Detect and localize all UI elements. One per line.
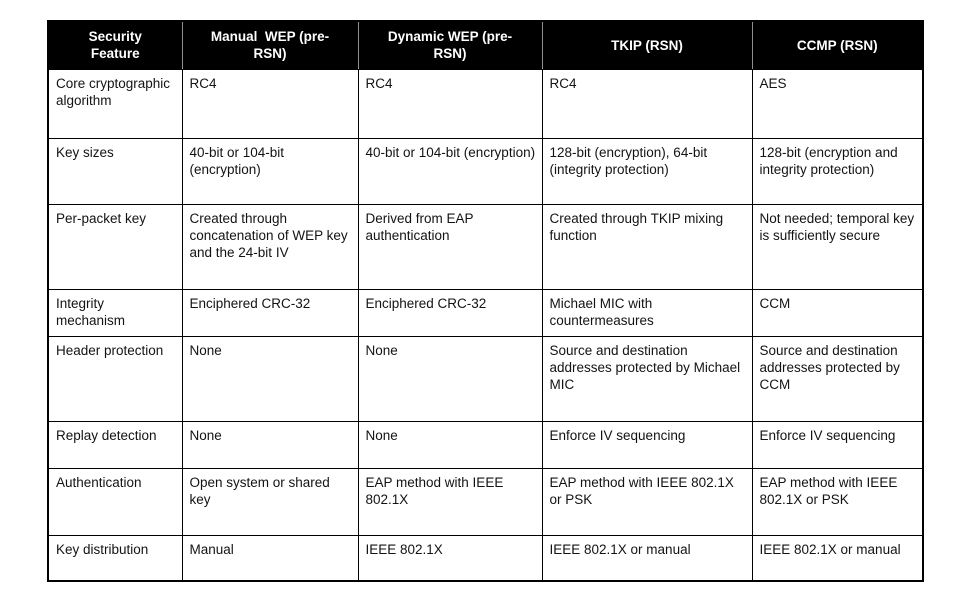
feature-cell: Per-packet key <box>47 203 183 290</box>
column-header-manual-wep: Manual WEP (pre-RSN) <box>181 20 359 70</box>
value-cell: RC4 <box>181 68 359 139</box>
table-row: Core cryptographic algorithm RC4 RC4 RC4… <box>47 68 924 139</box>
value-cell: Michael MIC with countermeasures <box>541 288 753 337</box>
value-cell: Created through concatenation of WEP key… <box>181 203 359 290</box>
value-cell: 40-bit or 104-bit (encryption) <box>357 137 543 205</box>
value-cell: CCM <box>751 288 924 337</box>
value-cell: Enforce IV sequencing <box>751 420 924 469</box>
table-row: Key sizes 40-bit or 104-bit (encryption)… <box>47 137 924 205</box>
table-row: Header protection None None Source and d… <box>47 335 924 422</box>
value-cell: Created through TKIP mixing function <box>541 203 753 290</box>
value-cell: IEEE 802.1X or manual <box>751 534 924 582</box>
value-cell: Source and destination addresses protect… <box>751 335 924 422</box>
table-container: Security Feature Manual WEP (pre-RSN) Dy… <box>47 20 924 582</box>
value-cell: AES <box>751 68 924 139</box>
value-cell: RC4 <box>541 68 753 139</box>
column-header-tkip: TKIP (RSN) <box>541 20 753 70</box>
column-header-dynamic-wep: Dynamic WEP (pre-RSN) <box>357 20 543 70</box>
feature-cell: Key distribution <box>47 534 183 582</box>
value-cell: EAP method with IEEE 802.1X or PSK <box>751 467 924 536</box>
security-feature-comparison-table: Security Feature Manual WEP (pre-RSN) Dy… <box>47 20 924 582</box>
feature-cell: Replay detection <box>47 420 183 469</box>
feature-cell: Header protection <box>47 335 183 422</box>
value-cell: None <box>357 420 543 469</box>
value-cell: 128-bit (encryption), 64-bit (integrity … <box>541 137 753 205</box>
value-cell: Enciphered CRC-32 <box>181 288 359 337</box>
value-cell: Manual <box>181 534 359 582</box>
table-header: Security Feature Manual WEP (pre-RSN) Dy… <box>47 20 924 70</box>
table-body: Core cryptographic algorithm RC4 RC4 RC4… <box>47 68 924 582</box>
table-row: Authentication Open system or shared key… <box>47 467 924 536</box>
value-cell: Source and destination addresses protect… <box>541 335 753 422</box>
value-cell: 40-bit or 104-bit (encryption) <box>181 137 359 205</box>
value-cell: EAP method with IEEE 802.1X <box>357 467 543 536</box>
value-cell: 128-bit (encryption and integrity protec… <box>751 137 924 205</box>
value-cell: Enforce IV sequencing <box>541 420 753 469</box>
value-cell: Derived from EAP authentication <box>357 203 543 290</box>
table-row: Integrity mechanism Enciphered CRC-32 En… <box>47 288 924 337</box>
value-cell: Not needed; temporal key is sufficiently… <box>751 203 924 290</box>
feature-cell: Key sizes <box>47 137 183 205</box>
value-cell: Enciphered CRC-32 <box>357 288 543 337</box>
value-cell: IEEE 802.1X or manual <box>541 534 753 582</box>
feature-cell: Authentication <box>47 467 183 536</box>
header-row: Security Feature Manual WEP (pre-RSN) Dy… <box>47 20 924 70</box>
feature-cell: Integrity mechanism <box>47 288 183 337</box>
value-cell: None <box>181 420 359 469</box>
column-header-ccmp: CCMP (RSN) <box>751 20 924 70</box>
value-cell: RC4 <box>357 68 543 139</box>
table-row: Key distribution Manual IEEE 802.1X IEEE… <box>47 534 924 582</box>
value-cell: None <box>357 335 543 422</box>
column-header-security-feature: Security Feature <box>47 20 183 70</box>
feature-cell: Core cryptographic algorithm <box>47 68 183 139</box>
value-cell: None <box>181 335 359 422</box>
value-cell: EAP method with IEEE 802.1X or PSK <box>541 467 753 536</box>
table-row: Per-packet key Created through concatena… <box>47 203 924 290</box>
table-row: Replay detection None None Enforce IV se… <box>47 420 924 469</box>
value-cell: IEEE 802.1X <box>357 534 543 582</box>
value-cell: Open system or shared key <box>181 467 359 536</box>
